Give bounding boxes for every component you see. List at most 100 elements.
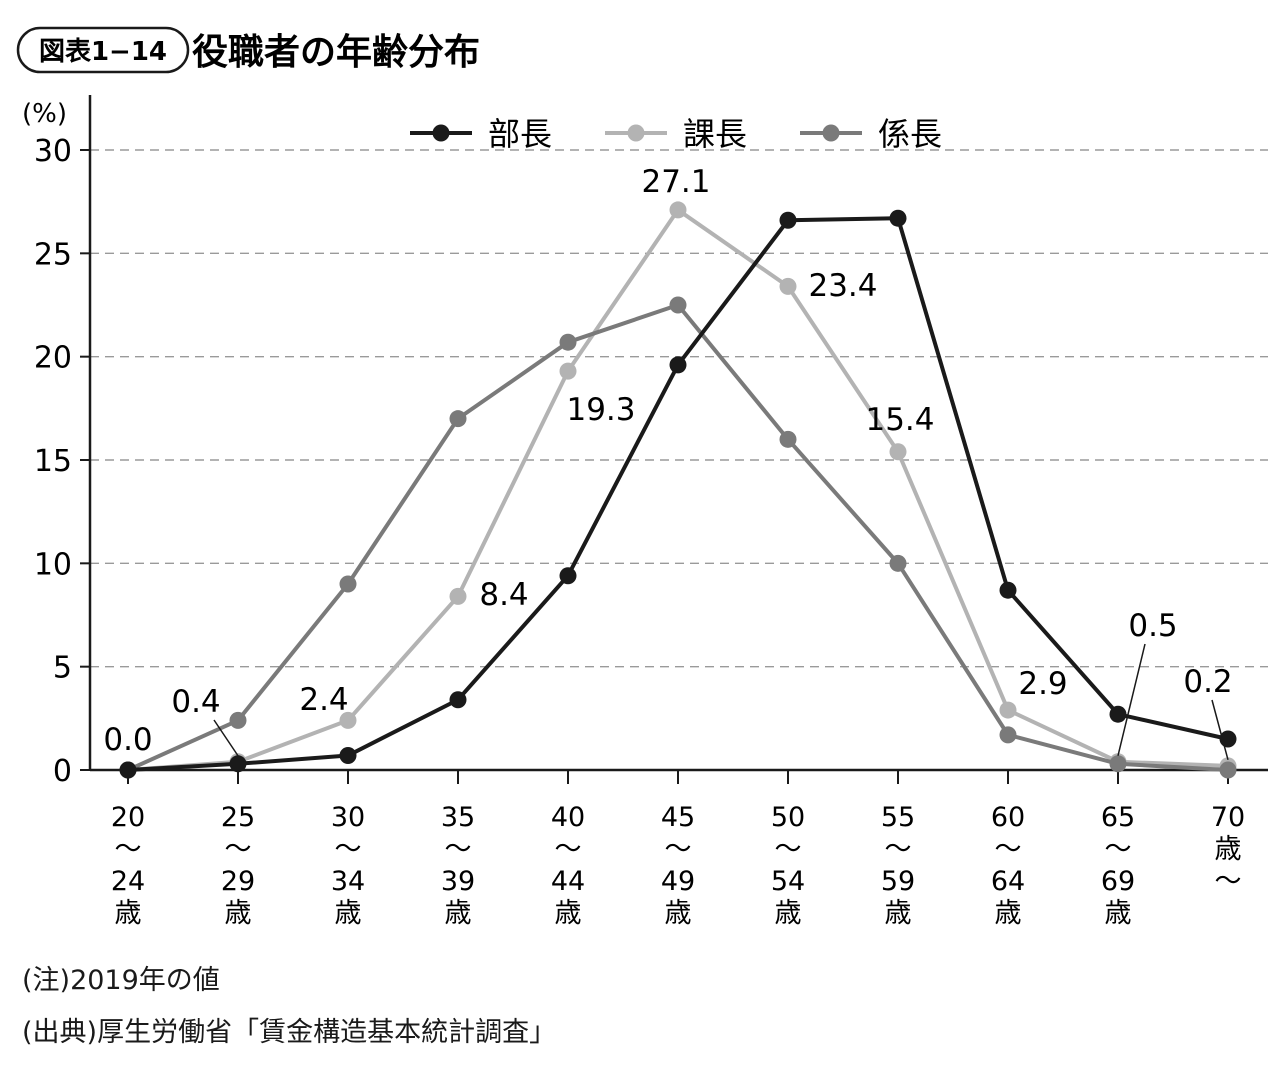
data-label-9: 0.5 (1128, 608, 1177, 644)
series-point-課長-4 (559, 362, 577, 380)
x-tick-label-4-line-3: 歳 (555, 898, 582, 929)
y-tick-label-10: 10 (34, 547, 72, 582)
x-tick-label-0: 20〜24歳 (111, 802, 145, 929)
x-tick-label-10: 70歳〜 (1211, 802, 1245, 897)
data-label-5: 27.1 (641, 164, 710, 200)
x-tick-label-5-line-1: 〜 (665, 834, 692, 865)
chart-note: (注)2019年の値 (22, 965, 220, 996)
series-point-部長-9 (1109, 705, 1127, 723)
x-tick-label-2-line-2: 34 (331, 866, 365, 897)
x-tick-label-4: 40〜44歳 (551, 802, 585, 929)
y-tick-label-20: 20 (34, 341, 72, 376)
legend-marker-係長 (822, 124, 840, 142)
data-label-0: 0.0 (103, 722, 152, 758)
x-tick-label-8: 60〜64歳 (991, 802, 1025, 929)
x-tick-label-3-line-1: 〜 (445, 834, 472, 865)
data-label-8: 2.9 (1018, 666, 1067, 702)
x-tick-label-4-line-1: 〜 (555, 834, 582, 865)
x-tick-label-6-line-0: 50 (771, 802, 805, 833)
x-tick-label-8-line-1: 〜 (995, 834, 1022, 865)
leader-line-10 (1211, 699, 1229, 761)
y-tick-label-30: 30 (34, 134, 72, 169)
y-tick-label-0: 0 (53, 754, 72, 789)
x-tick-labels: 20〜24歳25〜29歳30〜34歳35〜39歳40〜44歳45〜49歳50〜5… (111, 802, 1245, 929)
series-point-部長-7 (889, 209, 907, 227)
x-tick-label-8-line-0: 60 (991, 802, 1025, 833)
x-tick-label-7-line-1: 〜 (885, 834, 912, 865)
x-tick-label-6-line-2: 54 (771, 866, 805, 897)
x-tick-label-6-line-1: 〜 (775, 834, 802, 865)
x-tick-label-2-line-3: 歳 (335, 898, 362, 929)
x-tick-label-9: 65〜69歳 (1101, 802, 1135, 929)
x-tick-label-1-line-0: 25 (221, 802, 255, 833)
x-tick-label-8-line-2: 64 (991, 866, 1025, 897)
series-point-課長-7 (889, 443, 907, 461)
data-label-10: 0.2 (1183, 664, 1232, 700)
series-point-課長-5 (669, 201, 687, 219)
x-tick-label-9-line-3: 歳 (1105, 898, 1132, 929)
x-tick-label-9-line-1: 〜 (1105, 834, 1132, 865)
y-tick-label-15: 15 (34, 444, 72, 479)
x-tick-label-9-line-2: 69 (1101, 866, 1135, 897)
series-point-部長-3 (449, 691, 467, 709)
x-tick-label-5-line-2: 49 (661, 866, 695, 897)
series-point-部長-2 (339, 747, 357, 765)
figure-badge-frame (16, 26, 190, 74)
x-tick-label-1-line-2: 29 (221, 866, 255, 897)
x-tick-label-6-line-3: 歳 (775, 898, 802, 929)
series-point-係長-4 (559, 333, 577, 351)
x-tick-label-3-line-3: 歳 (445, 898, 472, 929)
series-layer (119, 201, 1237, 779)
x-tick-label-5-line-0: 45 (661, 802, 695, 833)
series-point-部長-6 (779, 211, 797, 229)
x-tick-label-10-line-2: 〜 (1215, 866, 1242, 897)
x-tick-label-8-line-3: 歳 (995, 898, 1022, 929)
x-tick-label-0-line-1: 〜 (115, 834, 142, 865)
series-point-係長-9 (1109, 755, 1127, 773)
x-tick-label-9-line-0: 65 (1101, 802, 1135, 833)
x-tick-label-1: 25〜29歳 (221, 802, 255, 929)
legend-label-課長: 課長 (683, 115, 747, 153)
series-point-係長-3 (449, 410, 467, 428)
data-label-2: 2.4 (299, 682, 348, 718)
x-tick-label-0-line-2: 24 (111, 866, 145, 897)
legend-label-部長: 部長 (488, 115, 552, 153)
x-tick-label-7-line-3: 歳 (885, 898, 912, 929)
chart-title: 役職者の年齢分布 (192, 32, 480, 73)
x-tick-label-5-line-3: 歳 (665, 898, 692, 929)
x-tick-label-7-line-0: 55 (881, 802, 915, 833)
y-tick-label-25: 25 (34, 237, 72, 272)
x-tick-label-6: 50〜54歳 (771, 802, 805, 929)
series-point-係長-7 (889, 554, 907, 572)
label-leaders (213, 643, 1229, 761)
legend-label-係長: 係長 (878, 115, 942, 153)
x-tick-label-2-line-1: 〜 (335, 834, 362, 865)
leader-line-1 (213, 719, 239, 757)
series-point-課長-8 (999, 701, 1017, 719)
series-point-係長-8 (999, 726, 1017, 744)
data-label-4: 19.3 (566, 392, 635, 428)
x-tick-label-2-line-0: 30 (331, 802, 365, 833)
x-tick-label-4-line-2: 44 (551, 866, 585, 897)
series-point-部長-8 (999, 581, 1017, 599)
series-point-係長-6 (779, 430, 797, 448)
data-label-6: 23.4 (808, 268, 877, 304)
x-tick-label-2: 30〜34歳 (331, 802, 365, 929)
series-point-係長-10 (1219, 761, 1237, 779)
y-tick-labels: 0 5 10 15 20 25 30 (34, 134, 72, 789)
grid-layer (80, 149, 1268, 771)
x-tick-label-3-line-0: 35 (441, 802, 475, 833)
x-tick-label-7: 55〜59歳 (881, 802, 915, 929)
series-point-係長-5 (669, 296, 687, 314)
y-axis-unit: (%) (22, 99, 67, 129)
series-point-課長-3 (449, 587, 467, 605)
figure-badge: 図表1−14 (39, 37, 167, 67)
x-tick-label-1-line-1: 〜 (225, 834, 252, 865)
x-tick-label-10-line-0: 70 (1211, 802, 1245, 833)
series-point-部長-0 (119, 761, 137, 779)
series-point-部長-5 (669, 356, 687, 374)
data-labels: 0.0 0.4 2.4 8.4 19.3 27.1 23.4 15.4 2.9 0.50.2 (103, 164, 1232, 758)
legend-marker-部長 (432, 124, 450, 142)
x-tick-label-7-line-2: 59 (881, 866, 915, 897)
series-point-部長-4 (559, 567, 577, 585)
